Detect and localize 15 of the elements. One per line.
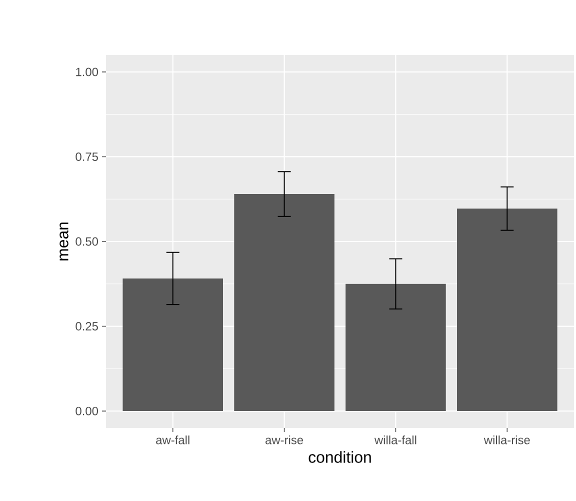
x-tick-label: aw-rise xyxy=(266,436,304,444)
y-tick-label: 0.75 xyxy=(76,152,98,161)
y-tick-label: 0.25 xyxy=(76,322,98,330)
bar xyxy=(346,284,446,412)
bar xyxy=(457,208,558,412)
y-tick-label: 1.00 xyxy=(76,68,98,76)
x-tick-label: willa-rise xyxy=(484,436,530,444)
bar xyxy=(234,194,334,412)
y-axis-title: mean xyxy=(60,222,68,260)
bar xyxy=(122,278,223,412)
x-axis-title: condition xyxy=(308,451,371,463)
y-tick-label: 0.50 xyxy=(76,237,98,246)
x-tick-label: willa-fall xyxy=(374,436,416,444)
x-tick-label: aw-fall xyxy=(156,436,190,444)
y-tick-label: 0.00 xyxy=(76,406,98,416)
